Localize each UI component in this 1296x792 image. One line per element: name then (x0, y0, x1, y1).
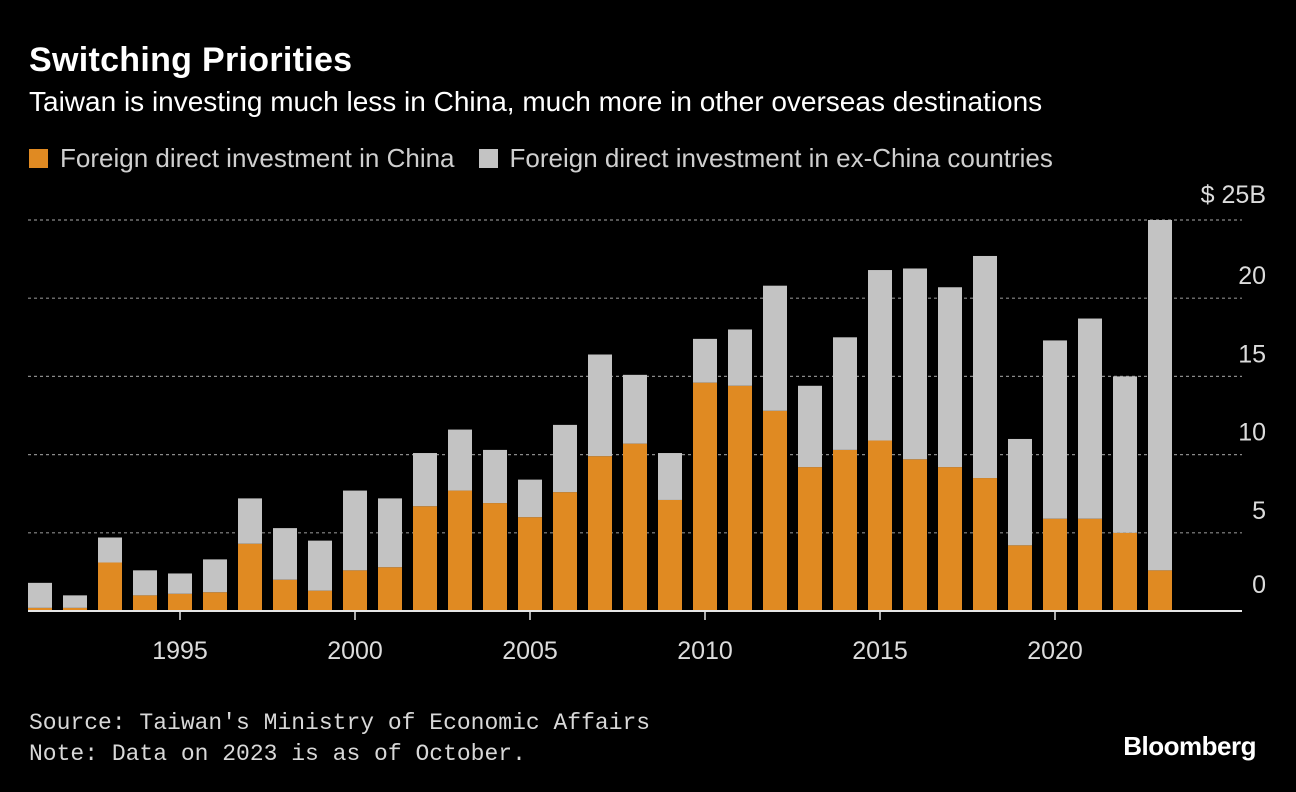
note-text: Note: Data on 2023 is as of October. (29, 741, 526, 767)
x-tick-label: 1995 (152, 637, 208, 665)
bar-china-2005 (518, 517, 542, 611)
source-text: Source: Taiwan's Ministry of Economic Af… (29, 710, 651, 736)
bar-ex-china-2006 (553, 424, 577, 493)
bar-ex-china-2017 (938, 287, 962, 468)
bar-ex-china-2018 (973, 255, 997, 479)
bar-ex-china-1996 (203, 559, 227, 593)
bar-ex-china-2012 (763, 285, 787, 411)
bar-ex-china-2007 (588, 354, 612, 457)
bar-china-1993 (98, 562, 122, 611)
bar-china-2017 (938, 467, 962, 611)
x-tick-label: 2000 (327, 637, 383, 665)
bar-ex-china-2001 (378, 498, 402, 568)
bar-china-2007 (588, 456, 612, 611)
y-tick-label: 10 (1238, 419, 1266, 447)
legend-label-ex-china: Foreign direct investment in ex-China co… (509, 143, 1053, 173)
bar-ex-china-2003 (448, 429, 472, 491)
bar-china-2019 (1008, 545, 1032, 611)
bar-ex-china-2000 (343, 490, 367, 571)
bar-china-2012 (763, 410, 787, 611)
bar-ex-china-1993 (98, 537, 122, 563)
bar-ex-china-2004 (483, 449, 507, 504)
bar-ex-china-2008 (623, 374, 647, 444)
bar-china-2015 (868, 440, 892, 611)
bar-china-2000 (343, 570, 367, 611)
bar-ex-china-1999 (308, 540, 332, 591)
bar-china-2006 (553, 492, 577, 611)
x-tick-label: 2005 (502, 637, 558, 665)
bar-ex-china-2011 (728, 329, 752, 386)
bar-china-2001 (378, 567, 402, 611)
x-tick-label: 2020 (1027, 637, 1083, 665)
bar-china-2003 (448, 490, 472, 611)
bar-china-2023 (1148, 570, 1172, 611)
bar-ex-china-1997 (238, 498, 262, 544)
bar-china-2010 (693, 382, 717, 611)
bar-china-1995 (168, 593, 192, 611)
y-tick-label: 5 (1252, 497, 1266, 525)
bar-china-2009 (658, 499, 682, 611)
y-tick-label: $ 25B (1201, 181, 1266, 209)
bar-ex-china-1992 (63, 595, 87, 608)
bar-ex-china-2002 (413, 453, 437, 507)
bar-china-2020 (1043, 518, 1067, 611)
bar-ex-china-2013 (798, 385, 822, 468)
bar-china-1992 (63, 607, 87, 611)
bar-china-2002 (413, 506, 437, 611)
bar-china-2018 (973, 478, 997, 611)
x-tick-label: 2015 (852, 637, 908, 665)
bar-ex-china-2014 (833, 337, 857, 450)
bar-ex-china-1991 (28, 582, 52, 608)
bar-ex-china-2021 (1078, 318, 1102, 519)
bar-china-2014 (833, 449, 857, 611)
bar-china-1997 (238, 543, 262, 611)
bar-china-1999 (308, 590, 332, 611)
bar-ex-china-2009 (658, 453, 682, 500)
legend-item-ex-china: Foreign direct investment in ex-China co… (478, 143, 1053, 174)
y-tick-label: 0 (1252, 571, 1266, 599)
bars (28, 220, 1172, 611)
bar-china-2021 (1078, 518, 1102, 611)
bar-china-1996 (203, 592, 227, 611)
bloomberg-logo: Bloomberg (1123, 731, 1256, 761)
bar-ex-china-1995 (168, 573, 192, 594)
legend-swatch-ex-china (478, 149, 498, 168)
bar-china-1991 (28, 607, 52, 611)
bar-ex-china-2010 (693, 338, 717, 383)
x-tick-label: 2010 (677, 637, 733, 665)
footer: Source: Taiwan's Ministry of Economic Af… (29, 708, 650, 770)
bar-ex-china-2020 (1043, 340, 1067, 519)
bar-china-2011 (728, 385, 752, 611)
bar-ex-china-2005 (518, 479, 542, 518)
bar-ex-china-2016 (903, 268, 927, 460)
bar-ex-china-2019 (1008, 438, 1032, 546)
bar-ex-china-2015 (868, 270, 892, 441)
bar-ex-china-1998 (273, 528, 297, 580)
chart-subtitle: Taiwan is investing much less in China, … (29, 86, 1043, 117)
y-tick-label: 20 (1238, 262, 1266, 290)
legend-label-china: Foreign direct investment in China (60, 143, 455, 173)
bar-china-1994 (133, 595, 157, 611)
y-tick-label: 15 (1238, 340, 1266, 368)
bar-china-2016 (903, 459, 927, 611)
bar-china-2013 (798, 467, 822, 611)
bar-china-1998 (273, 579, 297, 611)
bar-ex-china-1994 (133, 570, 157, 596)
bar-china-2008 (623, 443, 647, 611)
chart-title: Switching Priorities (29, 41, 353, 79)
bar-ex-china-2022 (1113, 376, 1137, 533)
bar-ex-china-2023 (1148, 220, 1172, 571)
legend: Foreign direct investment in China Forei… (29, 143, 1077, 174)
legend-swatch-china (29, 149, 48, 168)
bar-china-2004 (483, 503, 507, 611)
bar-china-2022 (1113, 532, 1137, 611)
legend-item-china: Foreign direct investment in China (29, 143, 455, 174)
